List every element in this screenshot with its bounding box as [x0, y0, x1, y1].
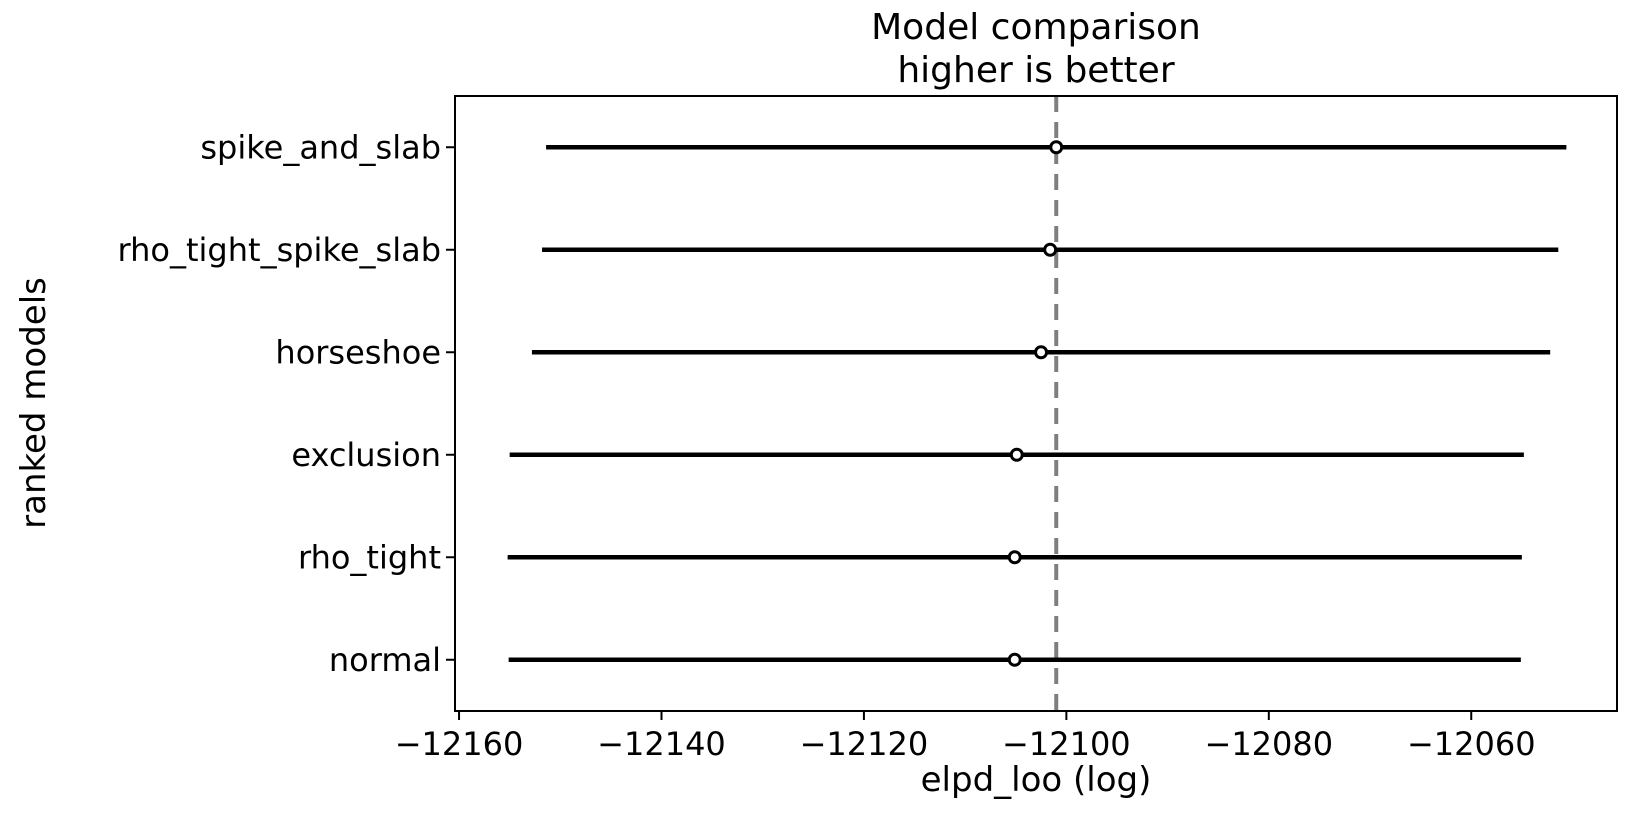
y-tick-label-horseshoe: horseshoe	[275, 333, 441, 371]
x-tick-label: −12140	[597, 725, 726, 763]
elpd-marker-normal	[1007, 652, 1022, 667]
y-tick-label-normal: normal	[329, 641, 441, 679]
y-tick-label-rho_tight_spike_slab: rho_tight_spike_slab	[118, 231, 441, 269]
axes-frame	[454, 95, 1618, 712]
x-axis-label: elpd_loo (log)	[920, 760, 1152, 800]
y-tick-label-exclusion: exclusion	[291, 436, 441, 474]
elpd-marker-spike_and_slab	[1049, 140, 1064, 155]
y-tick-label-rho_tight: rho_tight	[298, 538, 441, 576]
y-tick-label-spike_and_slab: spike_and_slab	[200, 128, 441, 166]
elpd-marker-rho_tight	[1007, 550, 1022, 565]
x-tick-label: −12080	[1205, 725, 1334, 763]
x-tick-label: −12100	[1002, 725, 1131, 763]
x-tick-label: −12120	[800, 725, 929, 763]
x-tick-label: −12060	[1407, 725, 1536, 763]
chart-title: Model comparison higher is better	[871, 7, 1201, 91]
x-tick-label: −12160	[395, 725, 524, 763]
elpd-marker-exclusion	[1009, 447, 1024, 462]
elpd-marker-rho_tight_spike_slab	[1043, 242, 1058, 257]
elpd-marker-horseshoe	[1034, 345, 1049, 360]
